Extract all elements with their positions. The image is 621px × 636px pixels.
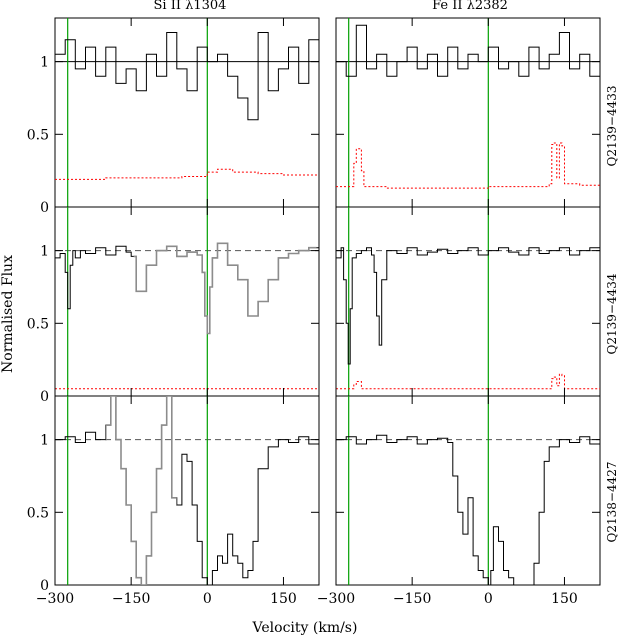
panel-2-1-flux-line — [336, 434, 601, 586]
row-label-0: Q2139−4433 — [605, 86, 619, 167]
panel-1-1-error-line — [336, 373, 600, 390]
panel-2-0-flux-blend — [105, 396, 177, 585]
panel-2-0-xtick-label-2: 0 — [203, 591, 212, 607]
panel-2-0-ytick-label-2: 1 — [40, 433, 49, 449]
panel-grid: 0 0.5 1 0 0.5 1 0 0.5 1 −300 −150 0 150 −300 −150 0 150 — [27, 17, 601, 607]
panel-2-0-ytick-label-0: 0 — [40, 578, 49, 594]
panel-1-1-flux-line — [336, 247, 601, 365]
panel-1-1-frame — [335, 206, 601, 397]
panel-0-1-frame — [335, 17, 601, 208]
panel-0-0-ytick-label-2: 1 — [40, 55, 49, 71]
panel-0-0-flux-line — [55, 32, 320, 121]
column-title-si-ii: Si II λ1304 — [154, 0, 227, 13]
panel-2-1-xtick-label-2: 0 — [484, 591, 493, 607]
panel-0-0-ytick-label-0: 0 — [40, 200, 49, 216]
panel-2-1-xtick-label-1: −150 — [393, 591, 431, 607]
panel-2-0-flux-line — [55, 395, 320, 586]
panel-0-1-error-line — [336, 142, 600, 189]
panel-2-0-xtick-label-0: −300 — [36, 591, 74, 607]
panel-2-1-xtick-label-3: 150 — [551, 591, 578, 607]
panel-0-0-ytick-label-1: 0.5 — [27, 127, 49, 143]
panel-2-0-xtick-label-1: −150 — [112, 591, 150, 607]
panel-2-1-frame — [335, 395, 601, 586]
panel-0-1-flux-line — [336, 24, 601, 77]
row-label-2: Q2138−4427 — [605, 462, 619, 543]
panel-1-0-ytick-label-1: 0.5 — [27, 316, 49, 332]
panel-2-0-xtick-label-3: 150 — [270, 591, 297, 607]
panel-2-0-frame — [54, 395, 320, 586]
panel-1-0-flux-blend — [133, 242, 317, 335]
panel-0-0-error-line — [55, 168, 319, 180]
row-label-1: Q2139−4434 — [605, 273, 619, 354]
x-axis-title: Velocity (km/s) — [252, 620, 358, 636]
panel-2-0-ytick-label-1: 0.5 — [27, 505, 49, 521]
panel-1-0-ytick-label-2: 1 — [40, 244, 49, 260]
column-title-fe-ii: Fe II λ2382 — [432, 0, 508, 13]
panel-2-1-xtick-label-0: −300 — [317, 591, 355, 607]
y-axis-title: Normalised Flux — [0, 255, 16, 373]
panel-0-0-frame — [54, 17, 320, 208]
panel-1-0-frame — [54, 206, 320, 397]
panel-1-0-ytick-label-0: 0 — [40, 389, 49, 405]
